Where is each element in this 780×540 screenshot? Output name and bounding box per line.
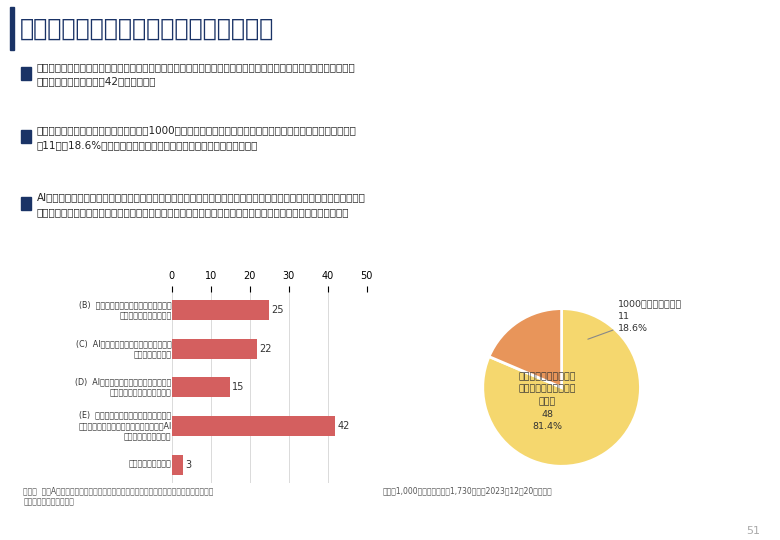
Text: 自身のスキルアップのためにどの機能を使いたいか（複数回
答可）: 自身のスキルアップのためにどの機能を使いたいか（複数回 答可） [32, 256, 194, 279]
Text: 25: 25 [271, 305, 284, 315]
Wedge shape [489, 308, 562, 388]
Bar [172, 377, 230, 397]
Text: このような機能を利用するために、毎月1000ニュルタム未満であれば支払うとする回答もある程度見られるが
（11人／18.6%）、多くは無料で提供される場合のみ使: このような機能を利用するために、毎月1000ニュルタム未満であれば支払うとする回… [37, 125, 356, 150]
Text: 51: 51 [746, 525, 760, 536]
Wedge shape [483, 308, 640, 466]
Text: 左記の機能を利用するために、月額いくら支払うか: 左記の機能を利用するために、月額いくら支払うか [411, 263, 548, 273]
Text: （注）1,000ニュルタム＝約1,730円　（2023年12月20日時点）: （注）1,000ニュルタム＝約1,730円 （2023年12月20日時点） [382, 486, 552, 495]
Text: アンケート調査：医療従事者（４／６）: アンケート調査：医療従事者（４／６） [20, 16, 275, 40]
Bar [10, 7, 14, 50]
Bar [172, 455, 183, 475]
Bar [172, 339, 257, 359]
Text: 42: 42 [338, 421, 350, 431]
Text: 1000ニュルタム未満
11
18.6%: 1000ニュルタム未満 11 18.6% [588, 300, 682, 339]
Text: （注）  機能A（パソコン上で、アルゴリズムと比較して処置を確認できる）については、
選択肢に含めていない。: （注） 機能A（パソコン上で、アルゴリズムと比較して処置を確認できる）については… [23, 486, 214, 507]
Text: エフバイタルのシステム（プロトタイプ）の内、最も多くの回答者が使いたいと回答した機能は熟練者のベストプ
ラクティス動画の視聴（42人）だった。: エフバイタルのシステム（プロトタイプ）の内、最も多くの回答者が使いたいと回答した… [37, 62, 356, 86]
Text: (D)  AIがアルゴリズムに基づいて医療者
自身の処置にアドバイスする: (D) AIがアルゴリズムに基づいて医療者 自身の処置にアドバイスする [76, 377, 172, 397]
Bar [21, 67, 30, 80]
Text: (C)  AIがアルゴリズムに基づいて医療者
自身の処置を評価: (C) AIがアルゴリズムに基づいて医療者 自身の処置を評価 [76, 339, 172, 359]
Bar [172, 300, 269, 320]
Bar [21, 130, 30, 143]
Text: 22: 22 [260, 344, 272, 354]
Text: 3: 3 [186, 460, 192, 470]
Text: 所属する病院／大学が
無料で提供する場合の
み使う
48
81.4%: 所属する病院／大学が 無料で提供する場合の み使う 48 81.4% [519, 372, 576, 431]
Bar [21, 197, 30, 210]
Bar [172, 416, 335, 436]
Text: AIによる医療者自身の処置の評価やアドバイスへのニーズは低く、自分自身の処置の時間ベースの記録が確認でき、
熟練者のベストプラクティスの動画から改善点を自分自身: AIによる医療者自身の処置の評価やアドバイスへのニーズは低く、自分自身の処置の時… [37, 193, 366, 217]
Text: (E)  自分のパソコンから熟練者のベスト
プラクティスを動画で見ることができ、AI
が改善ポイントを示す: (E) 自分のパソコンから熟練者のベスト プラクティスを動画で見ることができ、A… [78, 410, 172, 441]
Text: (B)  医療者自身の処置の時間ベースの記
録（メモ）を確認できる: (B) 医療者自身の処置の時間ベースの記 録（メモ）を確認できる [79, 301, 172, 321]
Text: 15: 15 [232, 382, 245, 393]
Text: 使いたい機能はない: 使いたい機能はない [129, 460, 172, 469]
